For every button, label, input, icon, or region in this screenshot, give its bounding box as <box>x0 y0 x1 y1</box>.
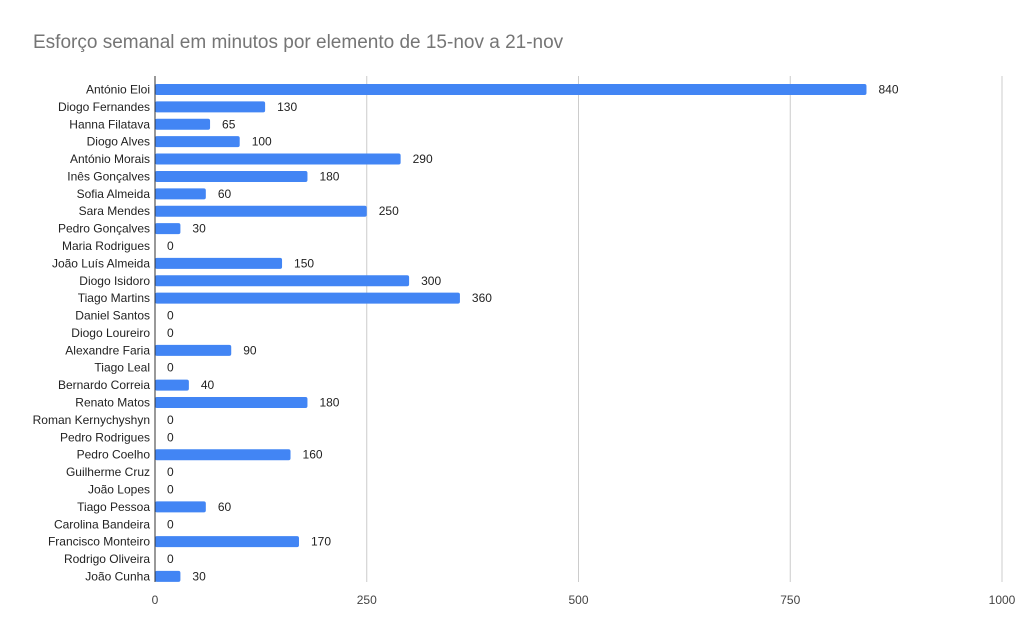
data-label: 0 <box>167 326 174 340</box>
category-label: Sofia Almeida <box>77 187 151 201</box>
data-label: 100 <box>252 135 272 149</box>
data-label: 180 <box>319 169 339 183</box>
x-tick-label: 250 <box>357 593 377 607</box>
bar <box>155 501 206 513</box>
data-label: 0 <box>167 465 174 479</box>
data-label: 130 <box>277 100 297 114</box>
category-label: Hanna Filatava <box>69 117 150 131</box>
category-label: Carolina Bandeira <box>54 517 150 531</box>
category-label: João Lopes <box>88 482 150 496</box>
bar <box>155 379 189 391</box>
data-label: 160 <box>303 448 323 462</box>
data-label: 0 <box>167 413 174 427</box>
category-label: Tiago Pessoa <box>77 500 150 514</box>
data-label: 0 <box>167 430 174 444</box>
bar <box>155 397 308 409</box>
bar <box>155 292 460 304</box>
chart-title: Esforço semanal em minutos por elemento … <box>33 32 564 53</box>
data-label: 0 <box>167 239 174 253</box>
category-label: Daniel Santos <box>75 309 150 323</box>
category-label: Diogo Alves <box>87 135 150 149</box>
bar <box>155 205 367 217</box>
bar <box>155 275 410 287</box>
bar <box>155 344 232 356</box>
bar <box>155 449 291 461</box>
category-label: Diogo Isidoro <box>79 274 150 288</box>
bar <box>155 570 181 582</box>
category-label: Alexandre Faria <box>65 343 150 357</box>
bar <box>155 257 283 269</box>
category-label: Diogo Fernandes <box>58 100 150 114</box>
x-tick-label: 0 <box>152 593 159 607</box>
data-label: 0 <box>167 482 174 496</box>
category-label: Pedro Gonçalves <box>58 222 150 236</box>
category-label: Pedro Coelho <box>77 448 151 462</box>
x-tick-label: 1000 <box>989 593 1016 607</box>
data-label: 0 <box>167 552 174 566</box>
data-label: 30 <box>192 569 206 583</box>
data-label: 360 <box>472 291 492 305</box>
category-label: Tiago Leal <box>94 361 150 375</box>
data-label: 0 <box>167 361 174 375</box>
category-label: Diogo Loureiro <box>71 326 150 340</box>
bar <box>155 536 299 548</box>
data-label: 250 <box>379 204 399 218</box>
category-label: João Cunha <box>85 569 150 583</box>
data-label: 60 <box>218 187 232 201</box>
data-label: 290 <box>413 152 433 166</box>
bar <box>155 223 181 235</box>
bar <box>155 84 867 95</box>
category-label: Tiago Martins <box>78 291 150 305</box>
data-label: 150 <box>294 256 314 270</box>
bar <box>155 101 266 113</box>
category-label: António Eloi <box>86 83 150 97</box>
data-label: 40 <box>201 378 215 392</box>
data-label: 0 <box>167 309 174 323</box>
data-label: 180 <box>319 396 339 410</box>
category-label: Francisco Monteiro <box>48 535 150 549</box>
category-label: Roman Kernychyshyn <box>33 413 150 427</box>
category-label: Rodrigo Oliveira <box>64 552 150 566</box>
bar <box>155 188 206 200</box>
data-label: 60 <box>218 500 232 514</box>
x-tick-label: 750 <box>780 593 800 607</box>
bar <box>155 170 308 182</box>
category-label: Guilherme Cruz <box>66 465 150 479</box>
bar <box>155 136 240 148</box>
data-label: 90 <box>243 343 257 357</box>
category-label: Pedro Rodrigues <box>60 430 150 444</box>
x-tick-label: 500 <box>568 593 588 607</box>
bar <box>155 153 401 165</box>
data-label: 30 <box>192 222 206 236</box>
data-label: 170 <box>311 535 331 549</box>
data-label: 65 <box>222 117 236 131</box>
category-label: António Morais <box>70 152 150 166</box>
category-label: Bernardo Correia <box>58 378 150 392</box>
category-label: Renato Matos <box>75 396 150 410</box>
category-label: Inês Gonçalves <box>67 169 150 183</box>
bar <box>155 118 211 130</box>
category-label: João Luís Almeida <box>52 256 150 270</box>
data-label: 840 <box>878 83 898 97</box>
data-label: 300 <box>421 274 441 288</box>
data-label: 0 <box>167 517 174 531</box>
category-label: Sara Mendes <box>79 204 150 218</box>
category-label: Maria Rodrigues <box>62 239 150 253</box>
